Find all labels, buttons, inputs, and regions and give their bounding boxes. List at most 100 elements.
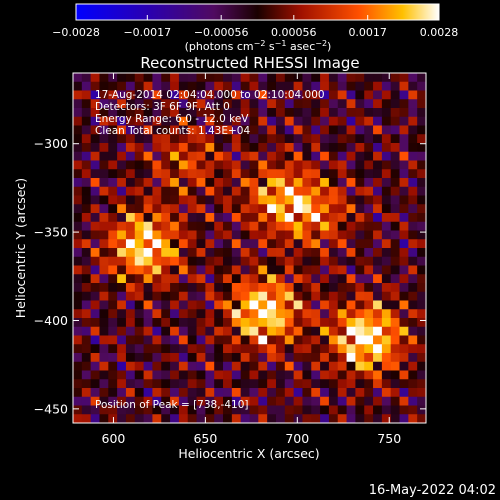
heatmap-cell xyxy=(125,151,136,161)
heatmap-cell xyxy=(258,300,268,310)
heatmap-cell xyxy=(90,116,100,126)
heatmap-cell xyxy=(328,143,339,153)
heatmap-cell xyxy=(170,239,180,249)
heatmap-cell xyxy=(258,213,268,223)
heatmap-cell xyxy=(73,169,83,179)
heatmap-cell xyxy=(143,73,153,83)
heatmap-cell xyxy=(196,125,206,135)
heatmap-cell xyxy=(320,239,330,249)
heatmap-cell xyxy=(125,221,136,231)
heatmap-cell xyxy=(240,265,250,275)
heatmap-cell xyxy=(99,414,109,424)
heatmap-cell xyxy=(320,125,330,135)
heatmap-cell xyxy=(346,291,356,301)
heatmap-cell xyxy=(214,134,224,144)
heatmap-cell xyxy=(302,414,312,424)
heatmap-cell xyxy=(205,143,215,153)
heatmap-cell xyxy=(293,143,303,153)
heatmap-cell xyxy=(258,151,268,161)
heatmap-cell xyxy=(417,178,427,188)
heatmap-cell xyxy=(90,186,100,196)
heatmap-cell xyxy=(143,99,153,109)
heatmap-cell xyxy=(267,230,277,240)
heatmap-cell xyxy=(187,256,197,266)
heatmap-cell xyxy=(81,405,92,415)
heatmap-cell xyxy=(328,116,339,126)
heatmap-cell xyxy=(302,151,312,161)
heatmap-cell xyxy=(293,90,303,100)
heatmap-cell xyxy=(399,274,409,284)
heatmap-cell xyxy=(214,248,224,258)
heatmap-cell xyxy=(311,230,321,240)
heatmap-cell xyxy=(346,405,356,415)
heatmap-cell xyxy=(320,396,330,406)
heatmap-cell xyxy=(90,213,100,223)
heatmap-cell xyxy=(240,405,250,415)
heatmap-cell xyxy=(390,379,400,389)
heatmap-cell xyxy=(249,73,259,83)
heatmap-cell xyxy=(214,283,224,293)
heatmap-cell xyxy=(205,81,215,91)
heatmap-cell xyxy=(381,186,392,196)
heatmap-cell xyxy=(152,291,162,301)
heatmap-cell xyxy=(214,221,224,231)
heatmap-cell xyxy=(249,335,259,345)
heatmap-cell xyxy=(390,291,400,301)
heatmap-cell xyxy=(328,108,339,118)
heatmap-cell xyxy=(125,353,136,363)
heatmap-cell xyxy=(214,344,224,354)
heatmap-cell xyxy=(275,414,286,424)
heatmap-cell xyxy=(320,353,330,363)
heatmap-cell xyxy=(90,335,100,345)
heatmap-cell xyxy=(117,143,127,153)
heatmap-cell xyxy=(364,143,374,153)
heatmap-cell xyxy=(134,283,144,293)
heatmap-cell xyxy=(408,265,418,275)
heatmap-cell xyxy=(205,195,215,205)
heatmap-cell xyxy=(311,195,321,205)
heatmap-cell xyxy=(187,195,197,205)
heatmap-cell xyxy=(346,160,356,170)
heatmap-cell xyxy=(214,318,224,328)
heatmap-cell xyxy=(284,256,295,266)
heatmap-cell xyxy=(417,256,427,266)
heatmap-cell xyxy=(320,379,330,389)
heatmap-cell xyxy=(117,73,127,83)
heatmap-cell xyxy=(240,151,250,161)
heatmap-cell xyxy=(81,178,92,188)
heatmap-cell xyxy=(320,414,330,424)
heatmap-cell xyxy=(364,353,374,363)
heatmap-cell xyxy=(417,370,427,380)
heatmap-cell xyxy=(81,318,92,328)
heatmap-cell xyxy=(240,335,250,345)
heatmap-cell xyxy=(161,143,171,153)
heatmap-cell xyxy=(390,318,400,328)
heatmap-cell xyxy=(258,134,268,144)
heatmap-cell xyxy=(240,318,250,328)
heatmap-cell xyxy=(284,230,295,240)
heatmap-cell xyxy=(328,388,339,398)
heatmap-cell xyxy=(73,248,83,258)
heatmap-cell xyxy=(108,134,118,144)
colorbar-unit: (photons cm−2 s−1 asec−2) xyxy=(185,39,332,53)
heatmap-cell xyxy=(143,300,153,310)
heatmap-cell xyxy=(408,318,418,328)
heatmap-cell xyxy=(311,134,321,144)
heatmap-cell xyxy=(293,353,303,363)
heatmap-cell xyxy=(267,300,277,310)
heatmap-cell xyxy=(258,99,268,109)
heatmap-cell xyxy=(196,160,206,170)
heatmap-cell xyxy=(73,125,83,135)
heatmap-cell xyxy=(196,81,206,91)
heatmap-cell xyxy=(81,169,92,179)
heatmap-cell xyxy=(134,116,144,126)
heatmap-cell xyxy=(196,344,206,354)
heatmap-cell xyxy=(399,81,409,91)
heatmap-cell xyxy=(408,283,418,293)
heatmap-cell xyxy=(90,169,100,179)
heatmap-cell xyxy=(399,73,409,83)
heatmap-cell xyxy=(90,379,100,389)
heatmap-cell xyxy=(178,265,189,275)
heatmap-cell xyxy=(373,81,383,91)
